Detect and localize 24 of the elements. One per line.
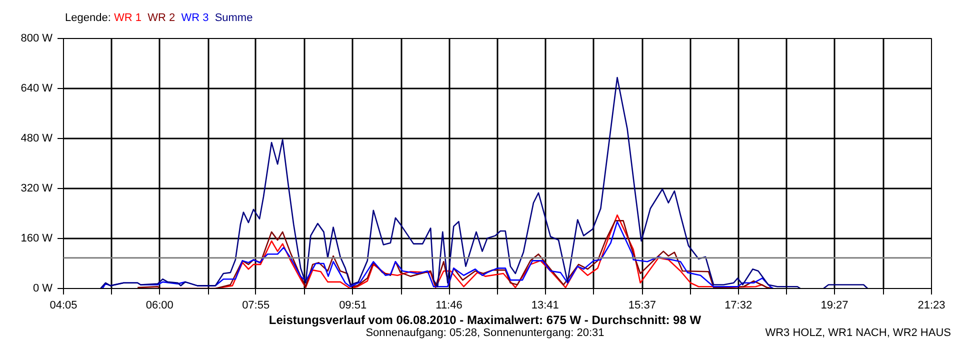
- x-tick-label: 09:51: [339, 300, 367, 312]
- y-tick-label: 800 W: [20, 32, 54, 44]
- y-tick-label: 640 W: [20, 82, 54, 94]
- x-tick-label: 15:37: [628, 300, 656, 312]
- y-tick-label: 0 W: [32, 282, 54, 294]
- x-tick-label: 06:00: [146, 300, 174, 312]
- x-tick-label: 07:55: [242, 300, 270, 312]
- legend-title: Legende:: [65, 12, 111, 24]
- y-tick-label: 320 W: [20, 182, 54, 194]
- text: WR 1: [114, 12, 142, 24]
- text: WR 2: [148, 12, 176, 24]
- text: WR 3: [181, 12, 209, 24]
- x-tick-label: 13:41: [531, 300, 559, 312]
- x-tick-label: 19:27: [820, 300, 848, 312]
- text: WR3 HOLZ, WR1 NACH, WR2 HAUS: [765, 327, 951, 340]
- x-tick-label: 21:23: [918, 300, 946, 312]
- y-tick-label: 480 W: [20, 132, 54, 144]
- x-tick-label: 17:32: [724, 300, 752, 312]
- text: Summe: [214, 12, 253, 24]
- x-tick-label: 04:05: [50, 300, 78, 312]
- text: Sonnenaufgang: 05:28, Sonnenuntergang: 20:31: [366, 327, 604, 339]
- x-tick-label: 11:46: [436, 300, 462, 312]
- text: Leistungsverlauf vom 06.08.2010 - Maximalwert: 675 W - Durchschnitt: 98 W: [268, 313, 702, 327]
- y-tick-label: 160 W: [20, 232, 54, 244]
